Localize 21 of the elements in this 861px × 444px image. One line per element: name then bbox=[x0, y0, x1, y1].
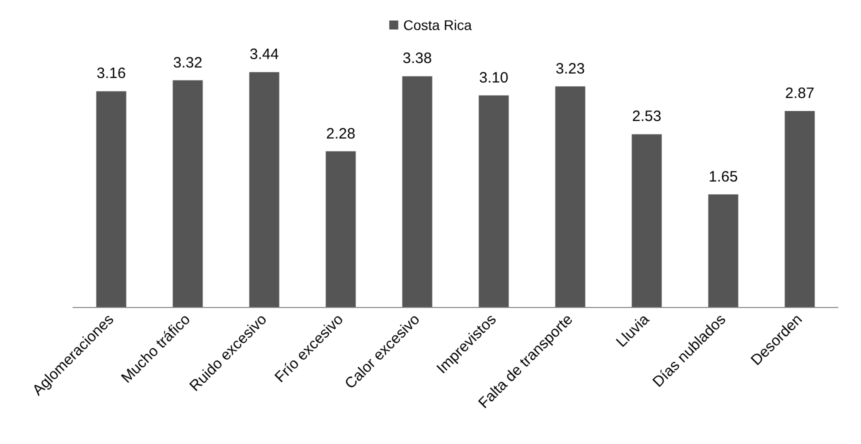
data-label: 2.28 bbox=[326, 125, 356, 142]
data-label: 3.44 bbox=[250, 46, 279, 64]
bar bbox=[402, 76, 432, 307]
bar bbox=[478, 95, 509, 307]
data-label: 3.32 bbox=[173, 54, 202, 72]
bar bbox=[632, 134, 662, 307]
data-label: 3.16 bbox=[96, 65, 126, 82]
data-label: 1.65 bbox=[708, 168, 738, 186]
data-label: 3.10 bbox=[479, 69, 508, 86]
bar bbox=[784, 111, 815, 307]
bar bbox=[96, 91, 126, 307]
bar bbox=[326, 151, 356, 307]
data-label: 2.53 bbox=[632, 108, 662, 126]
legend-label: Costa Rica bbox=[403, 17, 472, 33]
bar bbox=[555, 86, 586, 307]
bar bbox=[249, 72, 280, 307]
data-label: 3.38 bbox=[402, 50, 432, 68]
data-label: 3.23 bbox=[556, 60, 585, 78]
bar bbox=[172, 80, 203, 307]
bar bbox=[708, 194, 738, 307]
data-label: 2.87 bbox=[785, 85, 814, 102]
